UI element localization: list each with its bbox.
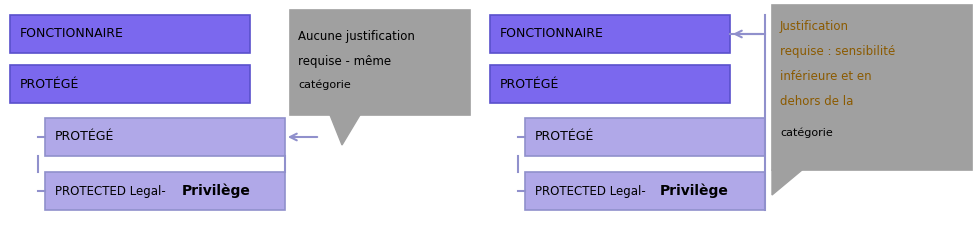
Bar bbox=[490, 15, 730, 53]
Text: dehors de la: dehors de la bbox=[780, 95, 854, 108]
Bar bbox=[10, 15, 250, 53]
Bar bbox=[45, 172, 285, 210]
Text: PROTECTED Legal-: PROTECTED Legal- bbox=[55, 184, 166, 197]
Bar bbox=[45, 118, 285, 156]
Text: PROTÉGÉ: PROTÉGÉ bbox=[55, 131, 115, 144]
Bar bbox=[10, 65, 250, 103]
Text: requise - même: requise - même bbox=[298, 55, 391, 68]
Text: Privilège: Privilège bbox=[182, 184, 251, 198]
Text: FONCTIONNAIRE: FONCTIONNAIRE bbox=[20, 27, 123, 40]
Text: Aucune justification: Aucune justification bbox=[298, 30, 415, 43]
Bar bbox=[772, 5, 972, 170]
Text: PROTÉGÉ: PROTÉGÉ bbox=[500, 77, 560, 90]
Text: Privilège: Privilège bbox=[660, 184, 729, 198]
Text: Justification: Justification bbox=[780, 20, 849, 33]
Polygon shape bbox=[330, 115, 360, 145]
Bar bbox=[525, 172, 765, 210]
Text: catégorie: catégorie bbox=[780, 127, 833, 138]
Bar bbox=[290, 10, 470, 115]
Text: FONCTIONNAIRE: FONCTIONNAIRE bbox=[500, 27, 604, 40]
Bar bbox=[525, 118, 765, 156]
Text: catégorie: catégorie bbox=[298, 80, 351, 90]
Text: inférieure et en: inférieure et en bbox=[780, 70, 871, 83]
Text: PROTÉGÉ: PROTÉGÉ bbox=[535, 131, 595, 144]
Text: PROTECTED Legal-: PROTECTED Legal- bbox=[535, 184, 646, 197]
Bar bbox=[490, 65, 730, 103]
Polygon shape bbox=[772, 170, 802, 195]
Text: requise : sensibilité: requise : sensibilité bbox=[780, 45, 896, 58]
Text: PROTÉGÉ: PROTÉGÉ bbox=[20, 77, 79, 90]
